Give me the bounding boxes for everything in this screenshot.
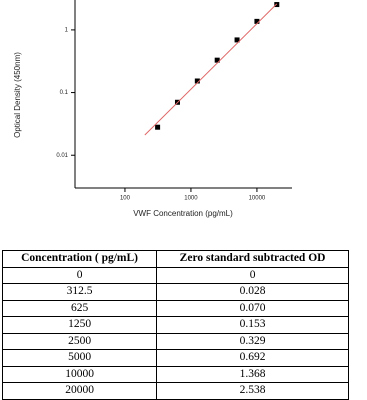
table-cell: 0.028 bbox=[156, 283, 349, 301]
data-table: Concentration ( pg/mL) Zero standard subt… bbox=[1, 250, 349, 400]
data-point bbox=[254, 18, 260, 24]
table-cell: 0.692 bbox=[156, 349, 349, 367]
table-cell: 312.5 bbox=[1, 283, 158, 301]
y-tick-label: 0.01 bbox=[56, 153, 68, 159]
table-cell: 625 bbox=[1, 299, 158, 317]
table-row: 312.5 0.028 bbox=[1, 283, 349, 301]
table-cell: 0 bbox=[1, 266, 158, 284]
table-cell: 0 bbox=[156, 266, 349, 284]
table-row: 5000 0.692 bbox=[1, 349, 349, 367]
table-row: 2500 0.329 bbox=[1, 332, 349, 350]
fit-line bbox=[144, 3, 278, 136]
y-tick-label: 1 bbox=[65, 27, 69, 33]
table-row: 1250 0.153 bbox=[1, 316, 349, 334]
data-point bbox=[214, 57, 220, 63]
x-tick-label: 100 bbox=[120, 196, 131, 202]
table-row: 625 0.070 bbox=[1, 299, 349, 317]
table-cell: 0.070 bbox=[156, 299, 349, 317]
table-cell: 1.368 bbox=[156, 365, 349, 383]
table-cell: 10000 bbox=[1, 365, 158, 383]
data-point bbox=[155, 124, 161, 130]
header-row: Concentration ( pg/mL) Zero standard subt… bbox=[1, 250, 349, 268]
table-cell: 5000 bbox=[1, 349, 158, 367]
x-tick-label: 10000 bbox=[249, 196, 266, 202]
chart: VWF Concentration (pg/mL) Optical Densit… bbox=[13, 0, 292, 218]
y-tick-label: 0.1 bbox=[60, 90, 69, 96]
table-cell: 0.329 bbox=[156, 332, 349, 350]
x-axis-label: VWF Concentration (pg/mL) bbox=[133, 209, 233, 218]
x-tick-label: 1000 bbox=[184, 196, 198, 202]
data-point bbox=[194, 78, 200, 84]
table-cell: 20000 bbox=[1, 382, 158, 400]
table-row: 10000 1.368 bbox=[1, 365, 349, 383]
table-row: 20000 2.538 bbox=[1, 382, 349, 400]
header-cell: Concentration ( pg/mL) bbox=[1, 250, 158, 268]
table-cell: 1250 bbox=[1, 316, 158, 334]
data-point bbox=[234, 37, 240, 43]
table-cell: 0.153 bbox=[156, 316, 349, 334]
table-cell: 2.538 bbox=[156, 382, 349, 400]
y-axis-label: Optical Density (450nm) bbox=[13, 52, 22, 138]
table-cell: 2500 bbox=[1, 332, 158, 350]
header-cell: Zero standard subtracted OD bbox=[156, 250, 349, 268]
